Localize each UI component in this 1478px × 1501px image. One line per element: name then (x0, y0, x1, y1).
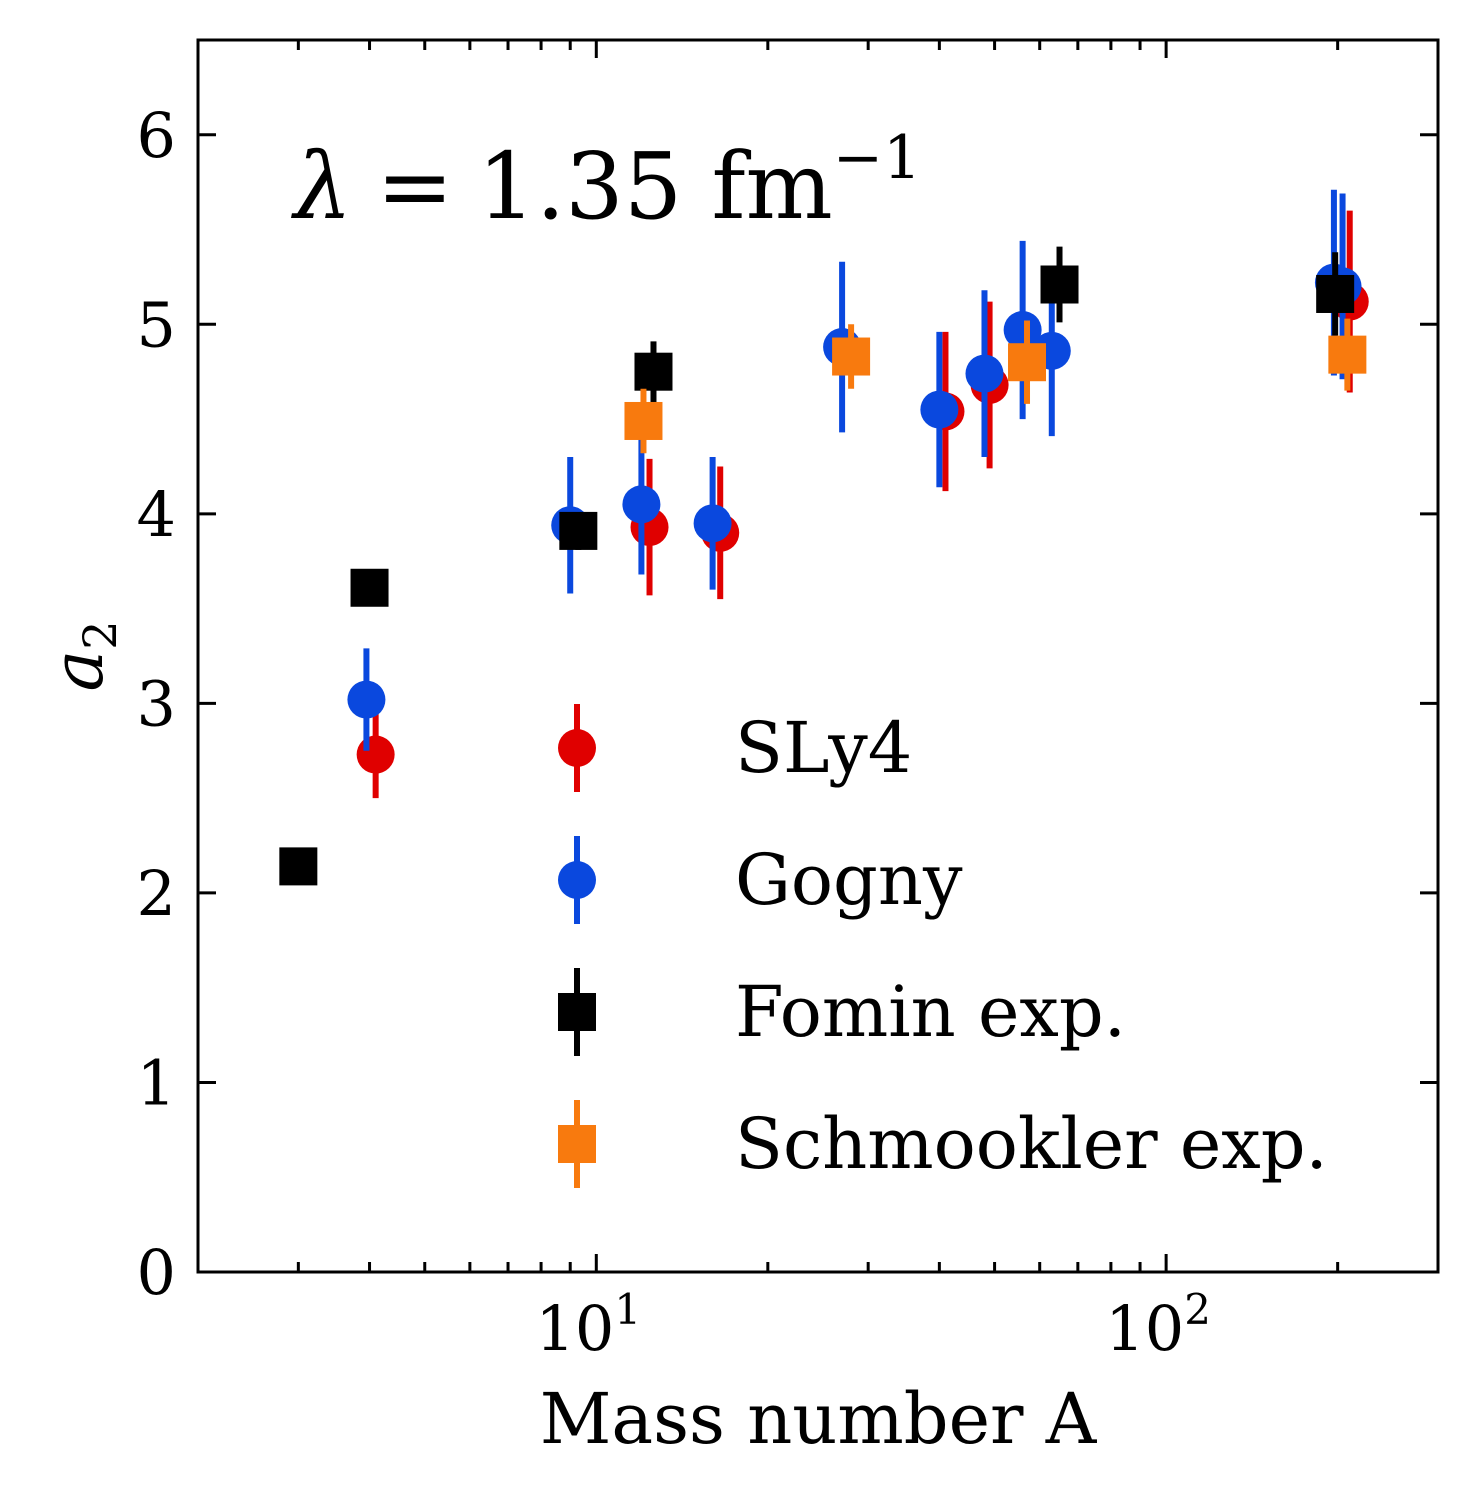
legend-label: Fomin exp. (735, 971, 1126, 1053)
legend-marker (558, 729, 596, 767)
y-tick-label: 0 (137, 1236, 176, 1309)
x-tick-label: 102 (1105, 1285, 1211, 1365)
y-tick-label: 2 (137, 857, 176, 930)
data-point (559, 511, 598, 550)
x-tick-label-base: 10 (1105, 1292, 1184, 1365)
y-tick-label: 5 (137, 288, 176, 361)
plot-frame (196, 38, 1440, 1274)
data-point (920, 390, 959, 429)
ticks-layer (196, 40, 1440, 1274)
y-axis-label-main: a (37, 650, 119, 692)
data-point (1008, 343, 1047, 382)
data-point (622, 485, 661, 524)
x-tick-label-exponent: 1 (614, 1285, 641, 1334)
data-point (965, 354, 1004, 393)
data-point (1040, 265, 1079, 304)
data-point (279, 847, 318, 886)
data-point (1003, 310, 1042, 349)
legend-entry-sly4: SLy4 (558, 704, 912, 792)
legend-entry-gogny: Gogny (558, 836, 963, 924)
data-point (693, 504, 732, 543)
x-tick-label-base: 10 (535, 1292, 614, 1365)
data-point (832, 337, 871, 376)
annotation-symbol: λ (290, 133, 352, 240)
legend-label: Gogny (735, 839, 963, 921)
y-tick-label: 6 (137, 99, 176, 172)
series-fomin-exp (279, 246, 1355, 886)
data-point (624, 401, 663, 440)
legend: SLy4 Gogny Fomin exp. Schmookler exp. (558, 704, 1328, 1188)
legend-marker (558, 1125, 596, 1163)
y-tick-label: 1 (137, 1046, 176, 1119)
annotation-equals: = (376, 133, 453, 240)
legend-label: Schmookler exp. (735, 1103, 1328, 1185)
y-tick-label: 4 (137, 478, 176, 551)
series-schmookler-exp (624, 318, 1367, 454)
x-axis-label: Mass number A (540, 1378, 1098, 1460)
data-point (347, 680, 386, 719)
y-axis-label: a2 (37, 620, 127, 691)
y-tick-label: 3 (137, 667, 176, 740)
data-point (1316, 274, 1355, 313)
legend-marker (558, 993, 596, 1031)
legend-entry-fomin-exp: Fomin exp. (558, 968, 1126, 1056)
lambda-annotation: λ = 1.35 fm−1 (290, 123, 921, 240)
data-point (350, 568, 389, 607)
legend-marker (558, 861, 596, 899)
annotation-value: 1.35 fm (477, 133, 832, 240)
legend-entry-schmookler-exp: Schmookler exp. (558, 1100, 1328, 1188)
y-axis-label-subscript: 2 (73, 620, 127, 649)
data-point (634, 352, 673, 391)
data-point (1328, 335, 1367, 374)
x-tick-label-exponent: 2 (1184, 1285, 1211, 1334)
data-layer (279, 189, 1369, 886)
annotation-superscript: −1 (833, 123, 921, 193)
x-tick-label: 101 (535, 1285, 641, 1365)
data-point (356, 735, 395, 774)
legend-label: SLy4 (735, 707, 912, 789)
